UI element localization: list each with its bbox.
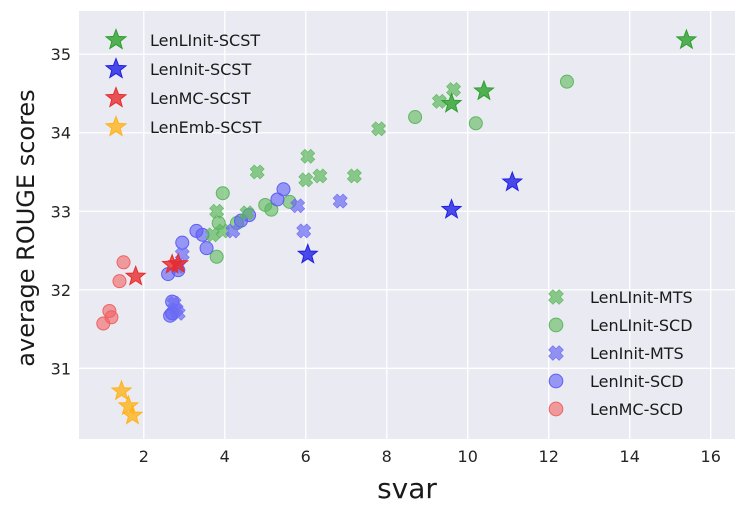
x-tick-label: 2 bbox=[139, 447, 149, 466]
data-point-leninit-scst bbox=[296, 243, 319, 264]
data-point-lenlinit-scd bbox=[408, 110, 423, 125]
data-point-lenlinit-mts bbox=[300, 148, 316, 164]
legend-marker bbox=[548, 373, 564, 389]
y-tick-label: 31 bbox=[51, 359, 71, 378]
data-point-lenemb-scst bbox=[121, 404, 144, 425]
y-tick-label: 34 bbox=[51, 124, 71, 143]
legend-label: LenMC-SCST bbox=[150, 89, 251, 108]
data-point-lenlinit-mts bbox=[209, 203, 225, 219]
data-point-lenlinit-scd bbox=[215, 186, 230, 201]
data-point-leninit-scd bbox=[175, 235, 190, 250]
data-point-lenmc-scd bbox=[96, 316, 111, 331]
legend-label: LenLInit-SCST bbox=[150, 31, 260, 50]
legend-bottom-right: LenLInit-MTS LenLInit-SCD LenInit-MTS LenIn… bbox=[548, 288, 693, 419]
data-point-lenemb-scst bbox=[117, 394, 140, 416]
data-point-lenlinit-mts bbox=[205, 227, 221, 243]
legend-label: LenInit-SCD bbox=[590, 372, 684, 391]
data-point-lenlinit-mts bbox=[346, 168, 362, 184]
data-point-lenlinit-mts bbox=[249, 164, 265, 180]
legend-marker bbox=[548, 317, 564, 333]
y-tick-label: 33 bbox=[51, 202, 71, 221]
legend-marker bbox=[548, 345, 564, 361]
x-tick-label: 4 bbox=[220, 447, 230, 466]
data-points bbox=[96, 28, 698, 425]
legend-marker bbox=[104, 86, 128, 108]
data-point-lenlinit-scst bbox=[675, 28, 698, 50]
data-point-lenmc-scd bbox=[116, 255, 131, 270]
legend-marker bbox=[548, 289, 564, 305]
data-point-lenlinit-scst bbox=[440, 92, 463, 113]
data-point-lenlinit-scd bbox=[559, 74, 574, 89]
legend-label: LenInit-MTS bbox=[590, 344, 684, 363]
data-point-leninit-scd bbox=[270, 192, 285, 207]
data-point-lenlinit-mts bbox=[446, 82, 461, 97]
legend-marker bbox=[104, 28, 128, 50]
y-tick-label: 35 bbox=[51, 45, 71, 64]
x-tick-label: 10 bbox=[458, 447, 478, 466]
data-point-leninit-mts bbox=[225, 223, 241, 239]
data-point-leninit-scd bbox=[199, 241, 214, 256]
tick-labels: 2 4 6 8 10 12 14 16 31 32 33 34 35 bbox=[51, 45, 721, 466]
x-tick-label: 8 bbox=[382, 447, 392, 466]
x-axis-title: svar bbox=[377, 472, 437, 505]
data-point-lenlinit-mts bbox=[298, 172, 314, 188]
data-point-lenlinit-mts bbox=[312, 168, 328, 184]
data-point-leninit-mts bbox=[332, 193, 348, 209]
data-point-leninit-scd bbox=[276, 182, 291, 197]
data-point-lenlinit-mts bbox=[431, 93, 447, 109]
data-point-lenlinit-scd bbox=[468, 116, 483, 131]
plot-background bbox=[79, 11, 735, 439]
legend-label: LenInit-SCST bbox=[150, 60, 251, 79]
data-point-lenlinit-scst bbox=[473, 79, 495, 101]
x-tick-label: 6 bbox=[301, 447, 311, 466]
x-tick-label: 16 bbox=[701, 447, 721, 466]
data-point-leninit-scst bbox=[501, 170, 524, 192]
data-point-lenlinit-mts bbox=[371, 121, 387, 137]
data-point-leninit-mts bbox=[296, 223, 312, 239]
legend-top-left: LenLInit-SCST LenInit-SCST LenMC-SCST LenEm… bbox=[104, 28, 262, 137]
data-point-lenlinit-scd bbox=[264, 202, 279, 217]
x-tick-label: 12 bbox=[539, 447, 559, 466]
x-tick-label: 14 bbox=[620, 447, 640, 466]
legend-marker bbox=[104, 115, 128, 137]
data-point-leninit-scst bbox=[440, 198, 463, 219]
y-axis-title: average ROUGE scores bbox=[12, 89, 40, 366]
legend-label: LenEmb-SCST bbox=[150, 118, 262, 137]
legend-marker bbox=[548, 401, 564, 417]
data-point-lenmc-scd bbox=[112, 274, 127, 289]
data-point-lenlinit-mts bbox=[239, 205, 255, 221]
y-tick-label: 32 bbox=[51, 281, 71, 300]
data-point-leninit-mts bbox=[290, 198, 306, 214]
data-point-lenmc-scst bbox=[167, 252, 190, 274]
data-point-lenmc-scst bbox=[124, 265, 147, 286]
data-point-lenlinit-scd bbox=[209, 249, 224, 264]
legend-label: LenMC-SCD bbox=[590, 400, 683, 419]
legend-label: LenLInit-SCD bbox=[590, 316, 693, 335]
legend-marker bbox=[104, 57, 128, 79]
legend-label: LenLInit-MTS bbox=[590, 288, 693, 307]
data-point-leninit-mts bbox=[166, 295, 182, 311]
data-point-lenemb-scst bbox=[110, 379, 133, 401]
